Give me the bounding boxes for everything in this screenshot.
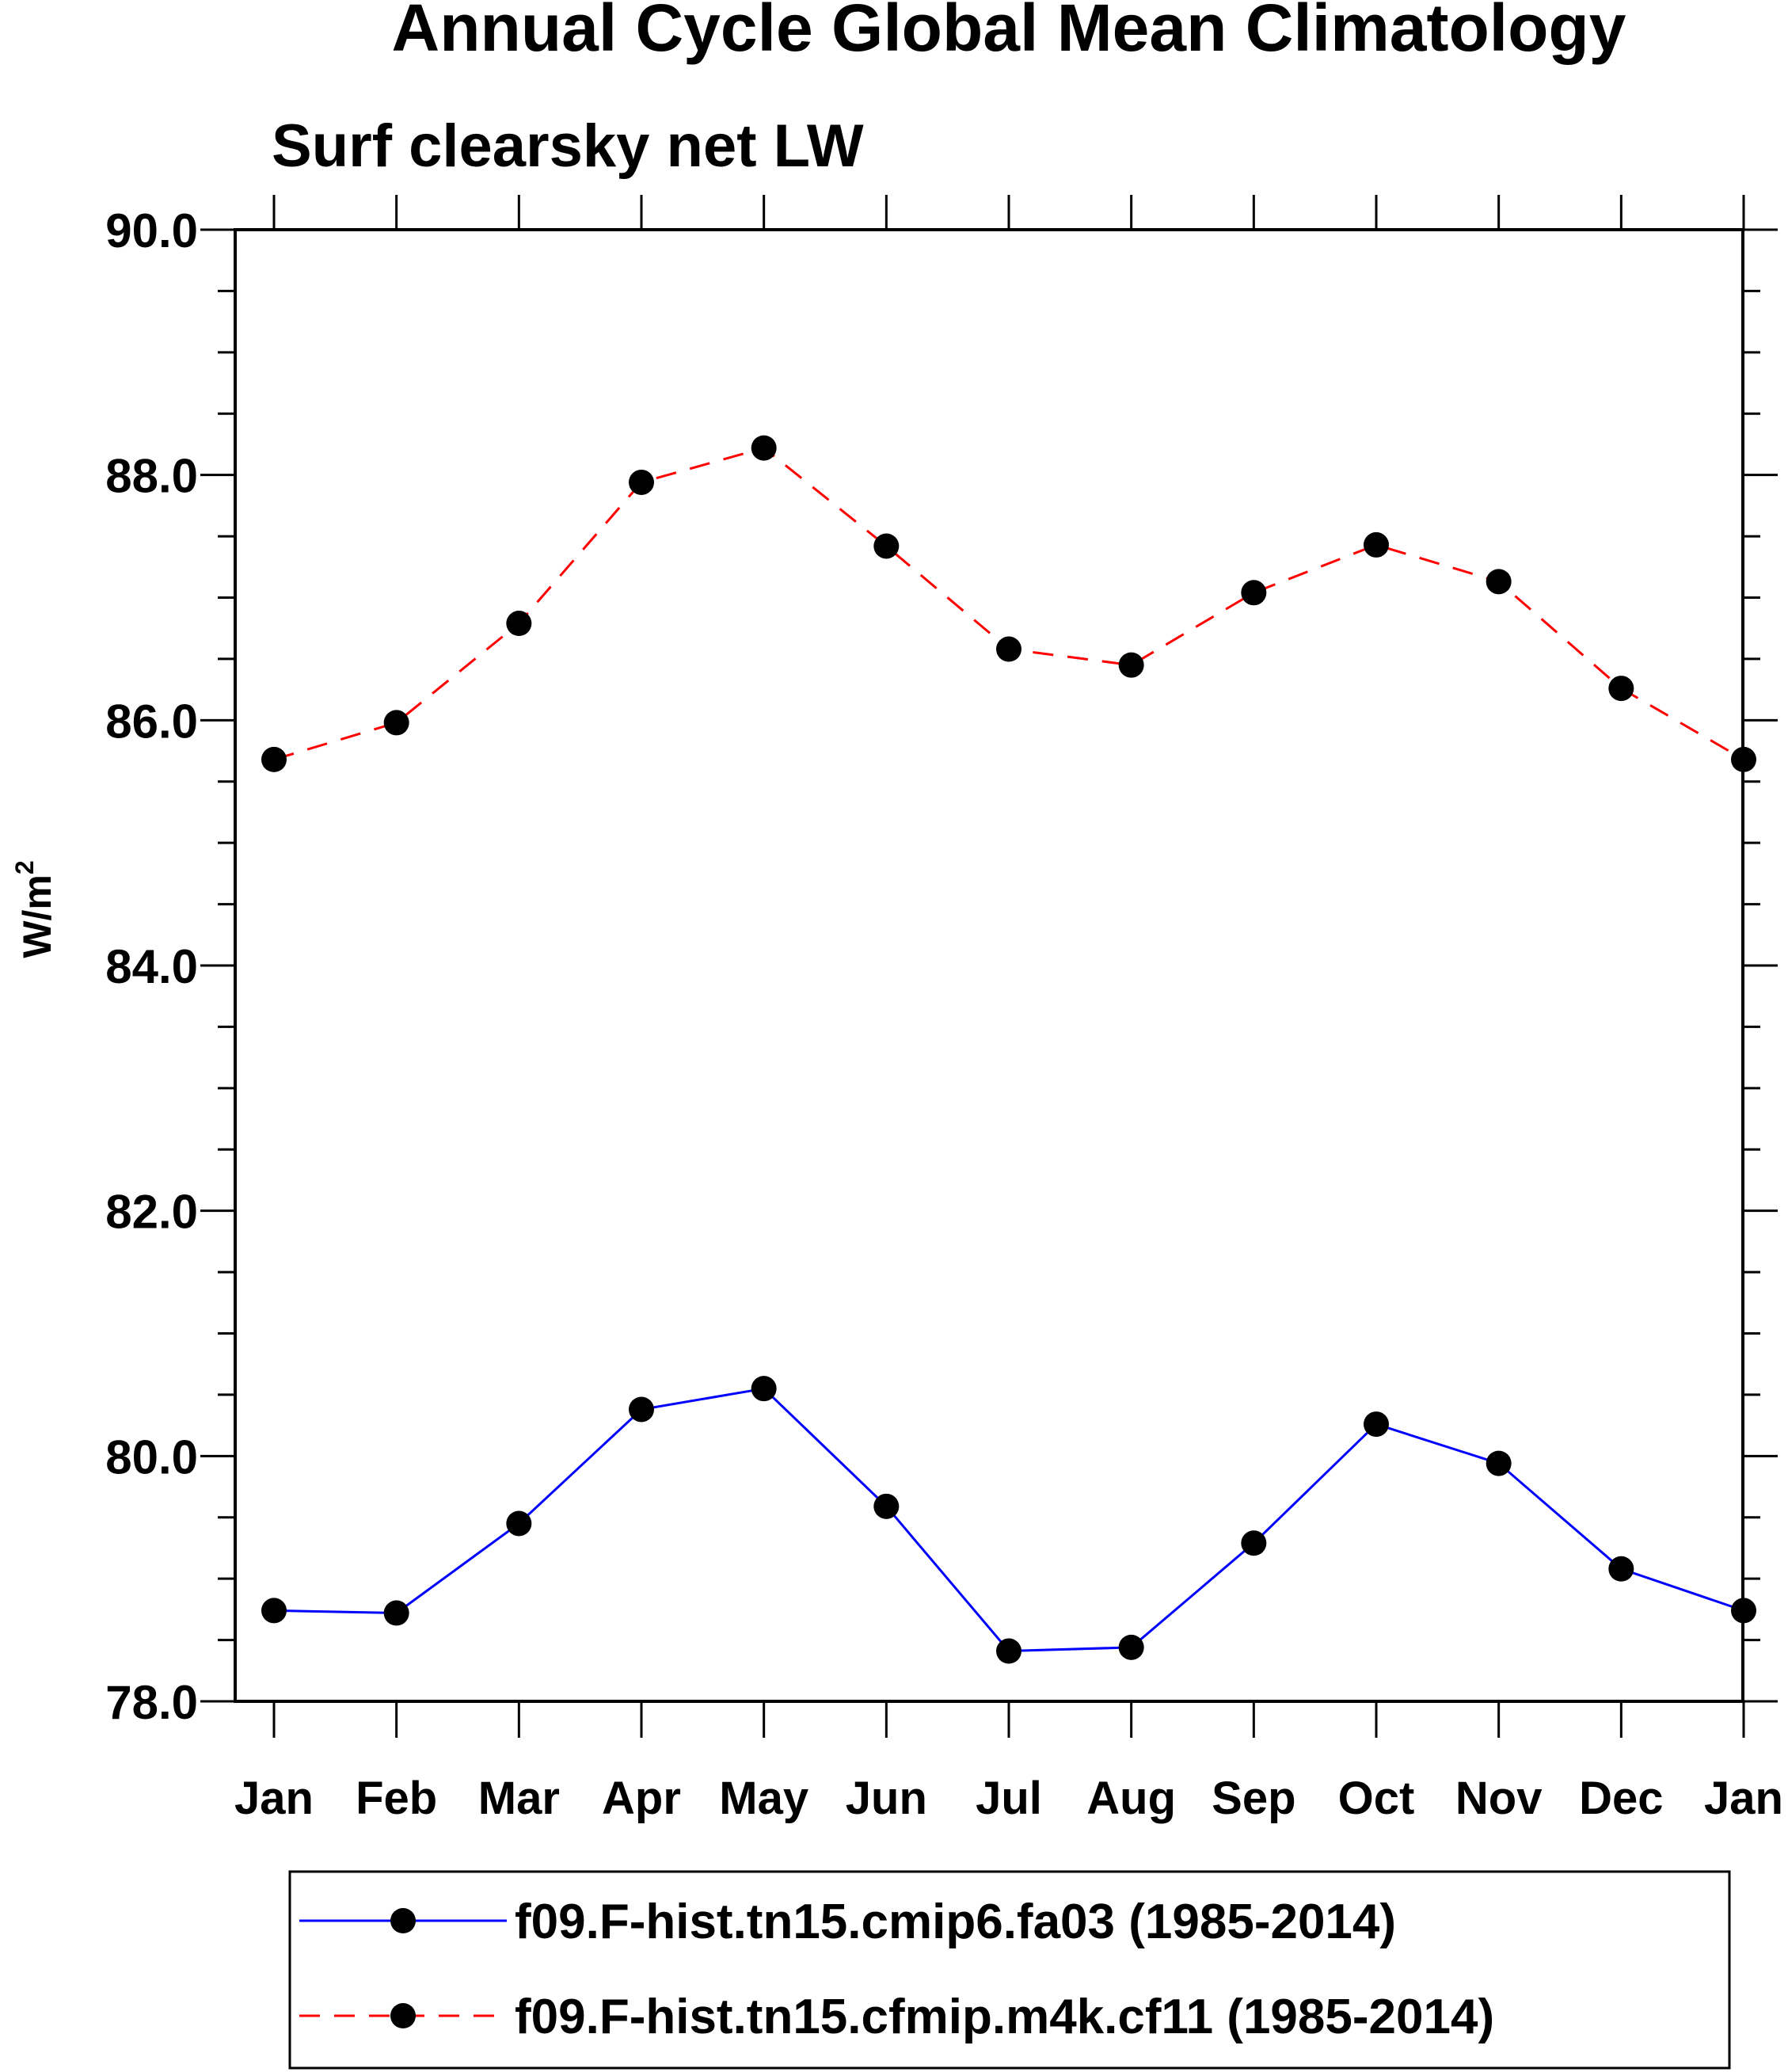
y-axis-ticks bbox=[200, 228, 1778, 1703]
y-tick-label: 90.0 bbox=[105, 204, 198, 257]
chart-title: Annual Cycle Global Mean Climatology bbox=[392, 0, 1626, 65]
data-point bbox=[506, 1510, 532, 1537]
data-point bbox=[506, 611, 532, 637]
plot-frame bbox=[234, 228, 1744, 1703]
x-axis-ticks bbox=[272, 195, 1745, 1738]
data-point bbox=[751, 1376, 777, 1402]
y-tick-label: 84.0 bbox=[105, 940, 198, 993]
x-tick-label: Sep bbox=[1212, 1773, 1295, 1824]
data-point bbox=[1486, 569, 1512, 595]
legend-marker bbox=[390, 2003, 416, 2028]
series-line bbox=[273, 1387, 1744, 1653]
legend-label: f09.F-hist.tn15.cfmip.m4k.cf11 (1985-201… bbox=[515, 1990, 1494, 2044]
x-tick-label: Feb bbox=[356, 1773, 437, 1824]
data-point bbox=[996, 1638, 1021, 1664]
y-axis-label: W/m2 bbox=[10, 860, 59, 958]
x-axis-tick-labels: Jan Feb Mar Apr May Jun Jul Aug Sep Oct Nov Dec Jan bbox=[234, 1773, 1783, 1824]
x-tick-label: Apr bbox=[602, 1773, 681, 1824]
data-point bbox=[1118, 652, 1144, 678]
data-point bbox=[873, 1493, 900, 1519]
legend: f09.F-hist.tn15.cmip6.fa03 (1985-2014) f0… bbox=[288, 1870, 1731, 2070]
x-tick-label: Aug bbox=[1086, 1773, 1176, 1824]
chart-subtitle: Surf clearsky net LW bbox=[272, 112, 864, 180]
svg-text:W/m2: W/m2 bbox=[10, 860, 59, 958]
y-axis-label-base: W/m bbox=[15, 874, 59, 958]
series-line bbox=[273, 446, 1744, 761]
x-tick-label: Jan bbox=[234, 1773, 314, 1824]
legend-entry-0: f09.F-hist.tn15.cmip6.fa03 (1985-2014) bbox=[299, 1895, 1396, 1949]
x-tick-label: Dec bbox=[1579, 1773, 1663, 1824]
legend-label: f09.F-hist.tn15.cmip6.fa03 (1985-2014) bbox=[515, 1895, 1396, 1949]
data-point bbox=[1608, 676, 1634, 702]
series-0 bbox=[261, 1376, 1756, 1664]
x-tick-label: Mar bbox=[478, 1773, 560, 1824]
data-point bbox=[1608, 1556, 1634, 1582]
data-point bbox=[383, 710, 409, 736]
y-tick-label: 78.0 bbox=[105, 1676, 198, 1729]
data-point bbox=[751, 435, 777, 461]
x-tick-label: Jan bbox=[1704, 1773, 1783, 1824]
data-point bbox=[873, 533, 900, 559]
series-layer bbox=[261, 435, 1756, 1664]
data-point bbox=[1118, 1634, 1144, 1660]
legend-marker bbox=[390, 1908, 416, 1933]
x-tick-label: Nov bbox=[1455, 1773, 1543, 1824]
data-point bbox=[1731, 1598, 1756, 1624]
data-point bbox=[1364, 1411, 1389, 1438]
data-point bbox=[261, 1598, 287, 1624]
data-point bbox=[1486, 1450, 1512, 1476]
x-tick-label: Jun bbox=[846, 1773, 927, 1824]
series-1 bbox=[261, 435, 1756, 772]
y-tick-label: 80.0 bbox=[105, 1430, 198, 1484]
data-point bbox=[1364, 531, 1389, 558]
legend-entry-1: f09.F-hist.tn15.cfmip.m4k.cf11 (1985-201… bbox=[299, 1990, 1494, 2044]
data-point bbox=[261, 746, 287, 772]
data-point bbox=[996, 636, 1021, 662]
y-tick-label: 86.0 bbox=[105, 695, 198, 748]
x-tick-label: May bbox=[719, 1773, 808, 1824]
data-point bbox=[383, 1600, 409, 1626]
y-axis-tick-labels: 78.0 80.0 82.0 84.0 86.0 88.0 90.0 bbox=[105, 204, 198, 1729]
x-tick-label: Oct bbox=[1338, 1773, 1415, 1824]
y-tick-label: 82.0 bbox=[105, 1186, 198, 1239]
y-axis-label-superscript: 2 bbox=[10, 860, 39, 874]
y-tick-label: 88.0 bbox=[105, 450, 198, 503]
data-point bbox=[1731, 746, 1756, 772]
legend-box bbox=[288, 1870, 1731, 2070]
data-point bbox=[629, 469, 654, 495]
data-point bbox=[1241, 580, 1267, 606]
data-point bbox=[1241, 1530, 1267, 1556]
x-tick-label: Jul bbox=[976, 1773, 1042, 1824]
data-point bbox=[629, 1396, 654, 1423]
